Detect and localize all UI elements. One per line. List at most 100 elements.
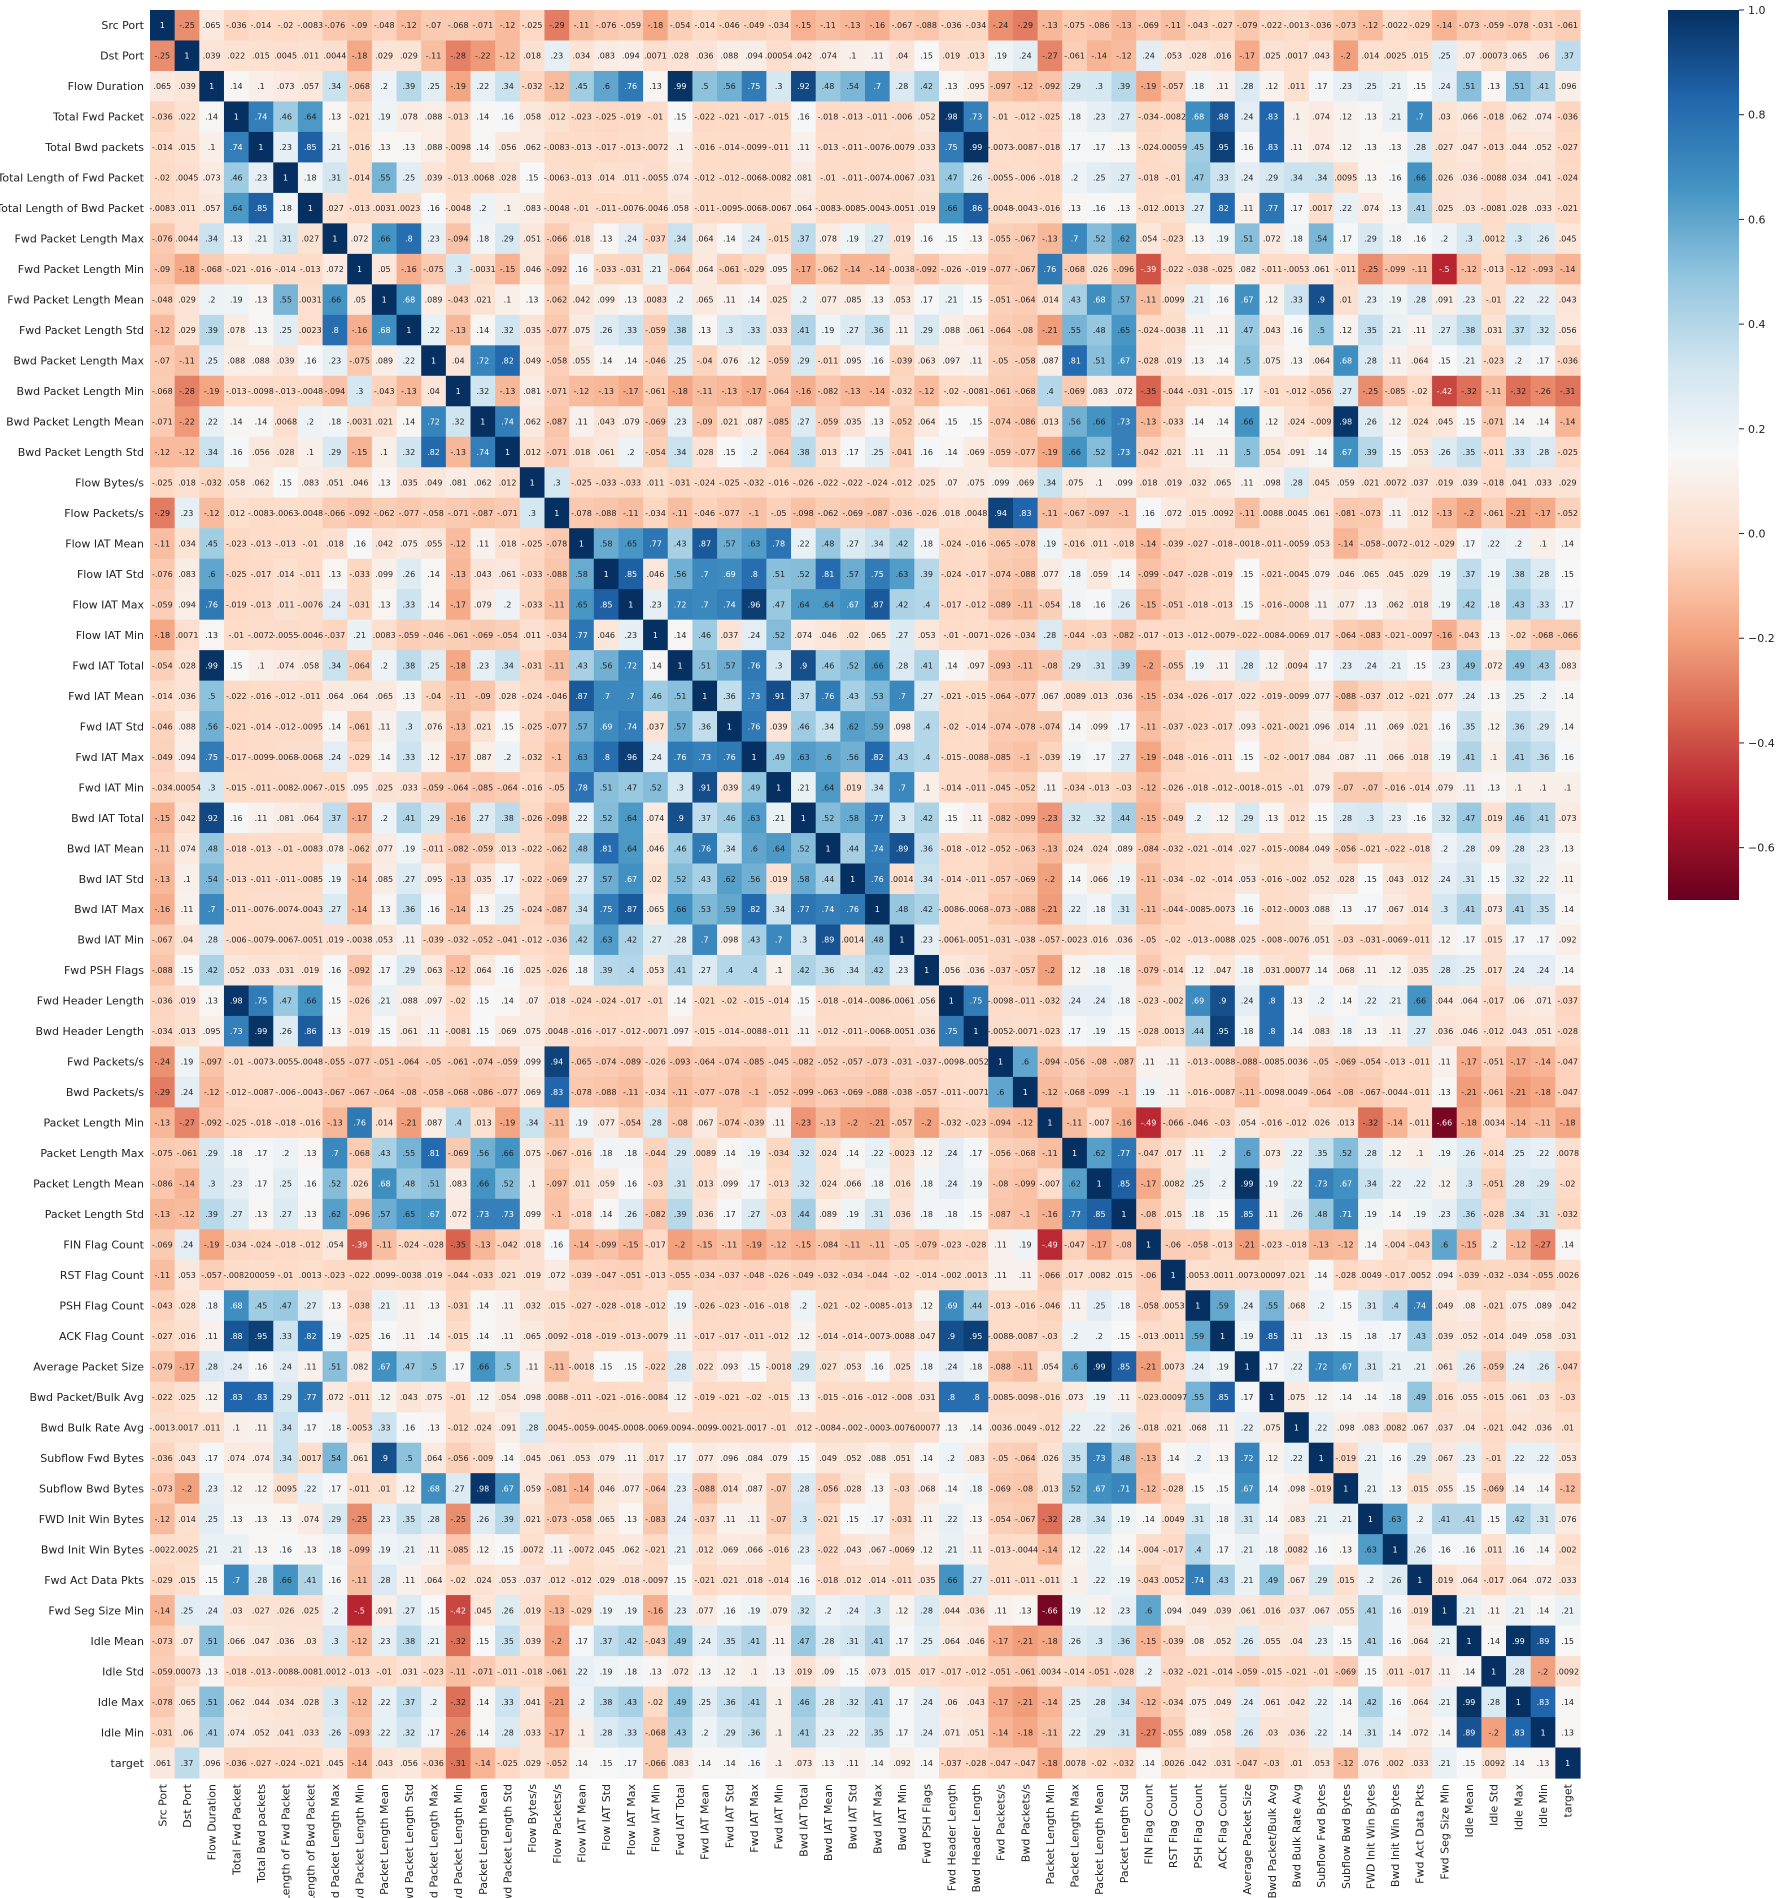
cell-value-label: -.12 xyxy=(401,21,417,30)
cell-value-label: .27 xyxy=(1339,387,1352,396)
cell-value-label: .044 xyxy=(1509,143,1527,152)
cell-value-label: .019 xyxy=(942,52,960,61)
cell-value-label: .066 xyxy=(1460,113,1478,122)
cell-value-label: .1 xyxy=(1515,783,1523,792)
cell-value-label: .11 xyxy=(723,296,736,305)
cell-value-label: -.088 xyxy=(596,509,617,518)
cell-value-label: -.013 xyxy=(251,844,272,853)
cell-value-label: .075 xyxy=(1263,357,1281,366)
cell-value-label: -.098 xyxy=(546,814,567,823)
cell-value-label: -.13 xyxy=(450,722,466,731)
cell-value-label: -.012 xyxy=(966,600,987,609)
cell-value-label: .0099 xyxy=(1162,296,1185,305)
cell-value-label: -.13 xyxy=(598,387,614,396)
cell-value-label: -.15 xyxy=(500,265,516,274)
cell-value-label: .77 xyxy=(1265,204,1278,213)
cell-value-label: -.0083 xyxy=(297,844,323,853)
cell-value-label: .0017 xyxy=(1285,52,1308,61)
cell-value-label: -.014 xyxy=(152,692,173,701)
cell-value-label: .85 xyxy=(600,600,613,609)
heatmap-cell xyxy=(470,40,496,72)
cell-value-label: 1 xyxy=(480,418,485,427)
cell-value-label: .14 xyxy=(427,570,440,579)
cell-value-label: .074 xyxy=(178,844,196,853)
cell-value-label: -.2 xyxy=(1143,661,1154,670)
cell-value-label: .29 xyxy=(1265,174,1278,183)
cell-value-label: .26 xyxy=(1537,235,1550,244)
cell-value-label: .061 xyxy=(499,570,517,579)
cell-value-label: .26 xyxy=(1364,418,1377,427)
cell-value-label: -.049 xyxy=(744,21,765,30)
cell-value-label: .13 xyxy=(649,82,662,91)
cell-value-label: .66 xyxy=(378,235,391,244)
cell-value-label: .28 xyxy=(1413,143,1426,152)
cell-value-label: .14 xyxy=(329,722,342,731)
cell-value-label: -.067 xyxy=(1064,509,1085,518)
cell-value-label: -.064 xyxy=(768,448,789,457)
cell-value-label: -.052 xyxy=(1015,783,1036,792)
cell-value-label: .3 xyxy=(1095,82,1103,91)
cell-value-label: .13 xyxy=(329,570,342,579)
cell-value-label: -.013 xyxy=(226,875,247,884)
cell-value-label: -.13 xyxy=(1042,21,1058,30)
heatmap-cell xyxy=(643,40,669,72)
cell-value-label: .6 xyxy=(208,570,216,579)
cell-value-label: .17 xyxy=(1561,600,1574,609)
cell-value-label: .23 xyxy=(1093,113,1106,122)
cell-value-label: .41 xyxy=(403,814,416,823)
cell-value-label: .27 xyxy=(846,326,859,335)
cell-value-label: .2 xyxy=(504,600,512,609)
cell-value-label: .046 xyxy=(523,265,541,274)
heatmap-cell xyxy=(248,40,274,72)
cell-value-label: .065 xyxy=(153,82,171,91)
cell-value-label: .73 xyxy=(698,753,711,762)
heatmap-cell xyxy=(1259,40,1285,72)
cell-value-label: .02 xyxy=(846,631,859,640)
cell-value-label: -.03 xyxy=(1116,783,1132,792)
cell-value-label: -.026 xyxy=(522,814,543,823)
cell-value-label: .76 xyxy=(205,600,218,609)
cell-value-label: .0048 xyxy=(964,509,987,518)
cell-value-label: -.0099 xyxy=(248,753,274,762)
cell-value-label: .34 xyxy=(1044,478,1057,487)
cell-value-label: -.13 xyxy=(1042,844,1058,853)
cell-value-label: .57 xyxy=(723,539,736,548)
cell-value-label: .13 xyxy=(970,235,983,244)
cell-value-label: .019 xyxy=(893,235,911,244)
cell-value-label: .74 xyxy=(723,600,736,609)
cell-value-label: .57 xyxy=(1118,296,1131,305)
cell-value-label: -.012 xyxy=(966,844,987,853)
cell-value-label: .045 xyxy=(1386,570,1404,579)
cell-value-label: -.0098 xyxy=(248,387,274,396)
cell-value-label: .041 xyxy=(1509,478,1527,487)
cell-value-label: .028 xyxy=(671,52,689,61)
cell-value-label: .91 xyxy=(772,692,785,701)
cell-value-label: -.42 xyxy=(1437,387,1453,396)
cell-value-label: -.069 xyxy=(645,418,666,427)
cell-value-label: .029 xyxy=(400,52,418,61)
cell-value-label: -.011 xyxy=(1335,265,1356,274)
cell-value-label: -.01 xyxy=(278,844,294,853)
cell-value-label: .075 xyxy=(573,326,591,335)
cell-value-label: .00054 xyxy=(765,52,793,61)
cell-value-label: -.013 xyxy=(275,539,296,548)
cell-value-label: .089 xyxy=(1115,844,1133,853)
cell-value-label: -.017 xyxy=(941,600,962,609)
cell-value-label: -.043 xyxy=(374,387,395,396)
cell-value-label: .029 xyxy=(375,52,393,61)
cell-value-label: .028 xyxy=(178,661,196,670)
cell-value-label: -.094 xyxy=(448,235,469,244)
cell-value-label: -.021 xyxy=(1261,570,1282,579)
cell-value-label: 1 xyxy=(727,722,732,731)
cell-value-label: .14 xyxy=(1537,418,1550,427)
cell-value-label: -.054 xyxy=(645,448,666,457)
cell-value-label: .13 xyxy=(1068,204,1081,213)
cell-value-label: -.061 xyxy=(1557,21,1578,30)
cell-value-label: -.013 xyxy=(1163,631,1184,640)
cell-value-label: .26 xyxy=(970,174,983,183)
cell-value-label: -.022 xyxy=(226,692,247,701)
cell-value-label: .27 xyxy=(797,418,810,427)
cell-value-label: .52 xyxy=(1093,448,1106,457)
cell-value-label: -.067 xyxy=(1015,235,1036,244)
cell-value-label: .6 xyxy=(824,753,832,762)
